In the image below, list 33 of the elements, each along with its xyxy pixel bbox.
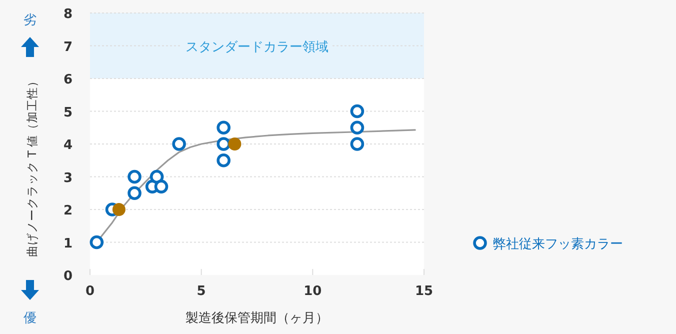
y-tick-label: 2 (63, 204, 73, 218)
x-axis-title: 製造後保管期間（ヶ月） (186, 311, 328, 326)
point (128, 186, 142, 200)
text: 優 (24, 311, 36, 326)
y-tick-label: 0 (63, 269, 73, 284)
point (216, 137, 230, 151)
point (150, 170, 164, 184)
legend-label: 弊社従来フッ素カラー (493, 237, 623, 252)
x-tick-label: 15 (414, 284, 434, 299)
band-label: スタンダードカラー領域 (186, 40, 328, 55)
point (228, 138, 242, 150)
y-tick-label: 1 (63, 236, 73, 252)
y-tick-label: 6 (63, 72, 73, 88)
y-tick-label: 3 (63, 170, 73, 186)
x-tick-label: 5 (196, 284, 206, 299)
x-tick-label: 0 (85, 284, 95, 299)
y-tick-label: 5 (63, 105, 73, 120)
point (172, 137, 186, 151)
point (350, 120, 364, 135)
point (216, 153, 230, 168)
y-tick-label: 4 (63, 138, 73, 153)
point (216, 120, 230, 135)
point (350, 137, 364, 151)
point (112, 203, 126, 216)
point (350, 104, 364, 118)
text: 劣 (24, 13, 36, 28)
point (90, 235, 104, 250)
y-tick-label: 8 (63, 7, 73, 22)
point (128, 170, 142, 184)
point (154, 180, 168, 194)
y-tick-label: 7 (63, 40, 73, 55)
x-tick-label: 10 (304, 284, 322, 299)
y-axis-title: 曲げノークラック T 値（加工性） (25, 74, 39, 258)
